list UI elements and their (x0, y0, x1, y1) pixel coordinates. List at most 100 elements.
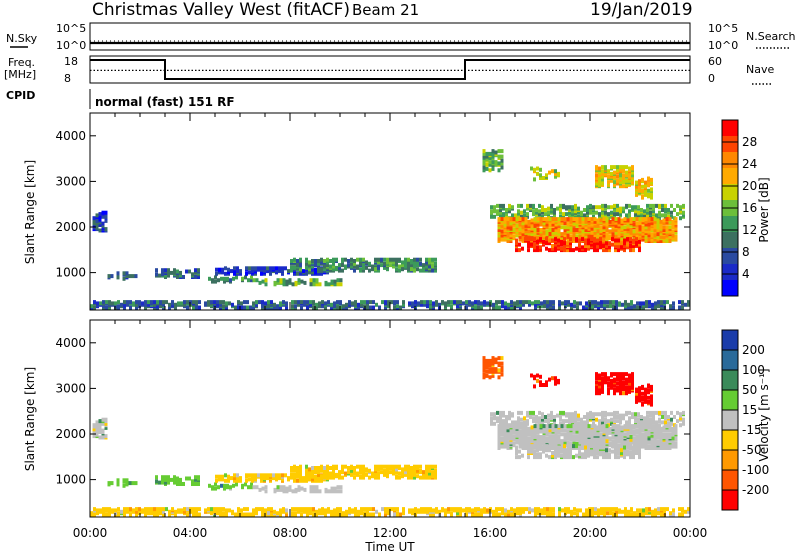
power-cell (90, 304, 93, 309)
power-cell (488, 156, 492, 160)
velocity-cell (593, 426, 597, 431)
power-cell (656, 234, 660, 239)
power-cell (420, 302, 423, 307)
power-cell (545, 217, 549, 222)
power-cell (575, 228, 579, 232)
velocity-cell (545, 424, 549, 429)
velocity-cell (488, 363, 492, 367)
velocity-cell (195, 507, 198, 512)
power-cell (366, 302, 369, 307)
velocity-cell (538, 416, 541, 421)
velocity-cell (624, 511, 627, 516)
power-cell (404, 263, 407, 268)
velocity-cell (644, 441, 648, 446)
power-cell (300, 279, 304, 284)
velocity-cell (542, 383, 545, 387)
power-cell (266, 266, 269, 271)
power-cell (605, 241, 608, 246)
ytick-label: 4000 (55, 129, 86, 143)
power-cell (638, 217, 642, 222)
velocity-cell (593, 424, 597, 429)
power-cell (529, 203, 532, 208)
velocity-cell (125, 478, 129, 483)
velocity-cell (569, 424, 573, 429)
power-cell (305, 261, 308, 266)
velocity-cell (631, 384, 634, 389)
velocity-cell (563, 432, 567, 437)
velocity-cell (222, 511, 225, 516)
power-cell (480, 301, 483, 306)
power-cell (601, 203, 604, 208)
power-cell (647, 229, 651, 234)
velocity-cell (518, 424, 522, 429)
velocity-cell (650, 444, 654, 449)
power-cell (536, 237, 540, 242)
power-cell (465, 300, 468, 305)
velocity-cell (374, 464, 377, 469)
power-cell (647, 222, 651, 227)
power-cell (652, 203, 655, 208)
velocity-cell (622, 383, 625, 387)
velocity-cell (333, 511, 336, 516)
velocity-cell (329, 475, 332, 480)
velocity-cell (246, 512, 249, 517)
power-cell (569, 248, 572, 253)
power-cell (657, 302, 660, 307)
power-cell (278, 266, 281, 271)
velocity-cell (593, 440, 597, 445)
power-cell (493, 214, 496, 219)
power-cell (515, 233, 519, 238)
power-cell (622, 206, 625, 211)
power-cell (254, 266, 257, 271)
velocity-cell (297, 485, 301, 490)
velocity-cell (643, 416, 646, 421)
power-cell (611, 217, 615, 222)
velocity-cell (621, 509, 624, 514)
power-cell (384, 305, 387, 310)
power-cell (521, 246, 524, 251)
power-cell (659, 225, 663, 230)
velocity-cell (604, 410, 607, 415)
power-cell (279, 278, 283, 283)
power-cell (647, 217, 651, 222)
power-cell (311, 270, 314, 275)
power-cell (255, 278, 259, 283)
velocity-cell (417, 508, 420, 513)
power-cell (305, 257, 308, 262)
power-cell (631, 165, 634, 170)
velocity-cell (336, 507, 339, 512)
power-cell (612, 304, 615, 309)
power-cell (419, 257, 422, 262)
velocity-cell (485, 358, 489, 363)
power-cell (126, 302, 129, 307)
velocity-cell (517, 416, 520, 421)
power-cell (654, 305, 657, 310)
power-cell (485, 166, 489, 171)
power-cell (153, 302, 156, 307)
velocity-cell (399, 512, 402, 517)
power-cell (600, 300, 603, 305)
power-cell (525, 300, 528, 305)
power-cell (122, 271, 126, 276)
power-cell (530, 166, 533, 171)
power-cell (662, 234, 666, 239)
power-cell (504, 305, 507, 310)
velocity-cell (581, 424, 585, 429)
power-cell (117, 304, 120, 309)
velocity-cell (623, 424, 627, 429)
power-cell (646, 203, 649, 208)
velocity-cell (261, 511, 264, 516)
power-cell (567, 300, 570, 305)
power-cell (398, 264, 401, 269)
power-cell (545, 222, 549, 227)
velocity-cell (194, 477, 197, 482)
power-cell (402, 300, 405, 305)
power-cell (671, 233, 675, 238)
velocity-cell (420, 509, 423, 514)
velocity-cell (646, 410, 649, 415)
freq-tick-top: 18 (64, 55, 78, 68)
velocity-cell (495, 512, 498, 517)
power-cell (198, 305, 201, 310)
velocity-cell (404, 467, 407, 472)
ytick-label: 3000 (55, 174, 86, 188)
